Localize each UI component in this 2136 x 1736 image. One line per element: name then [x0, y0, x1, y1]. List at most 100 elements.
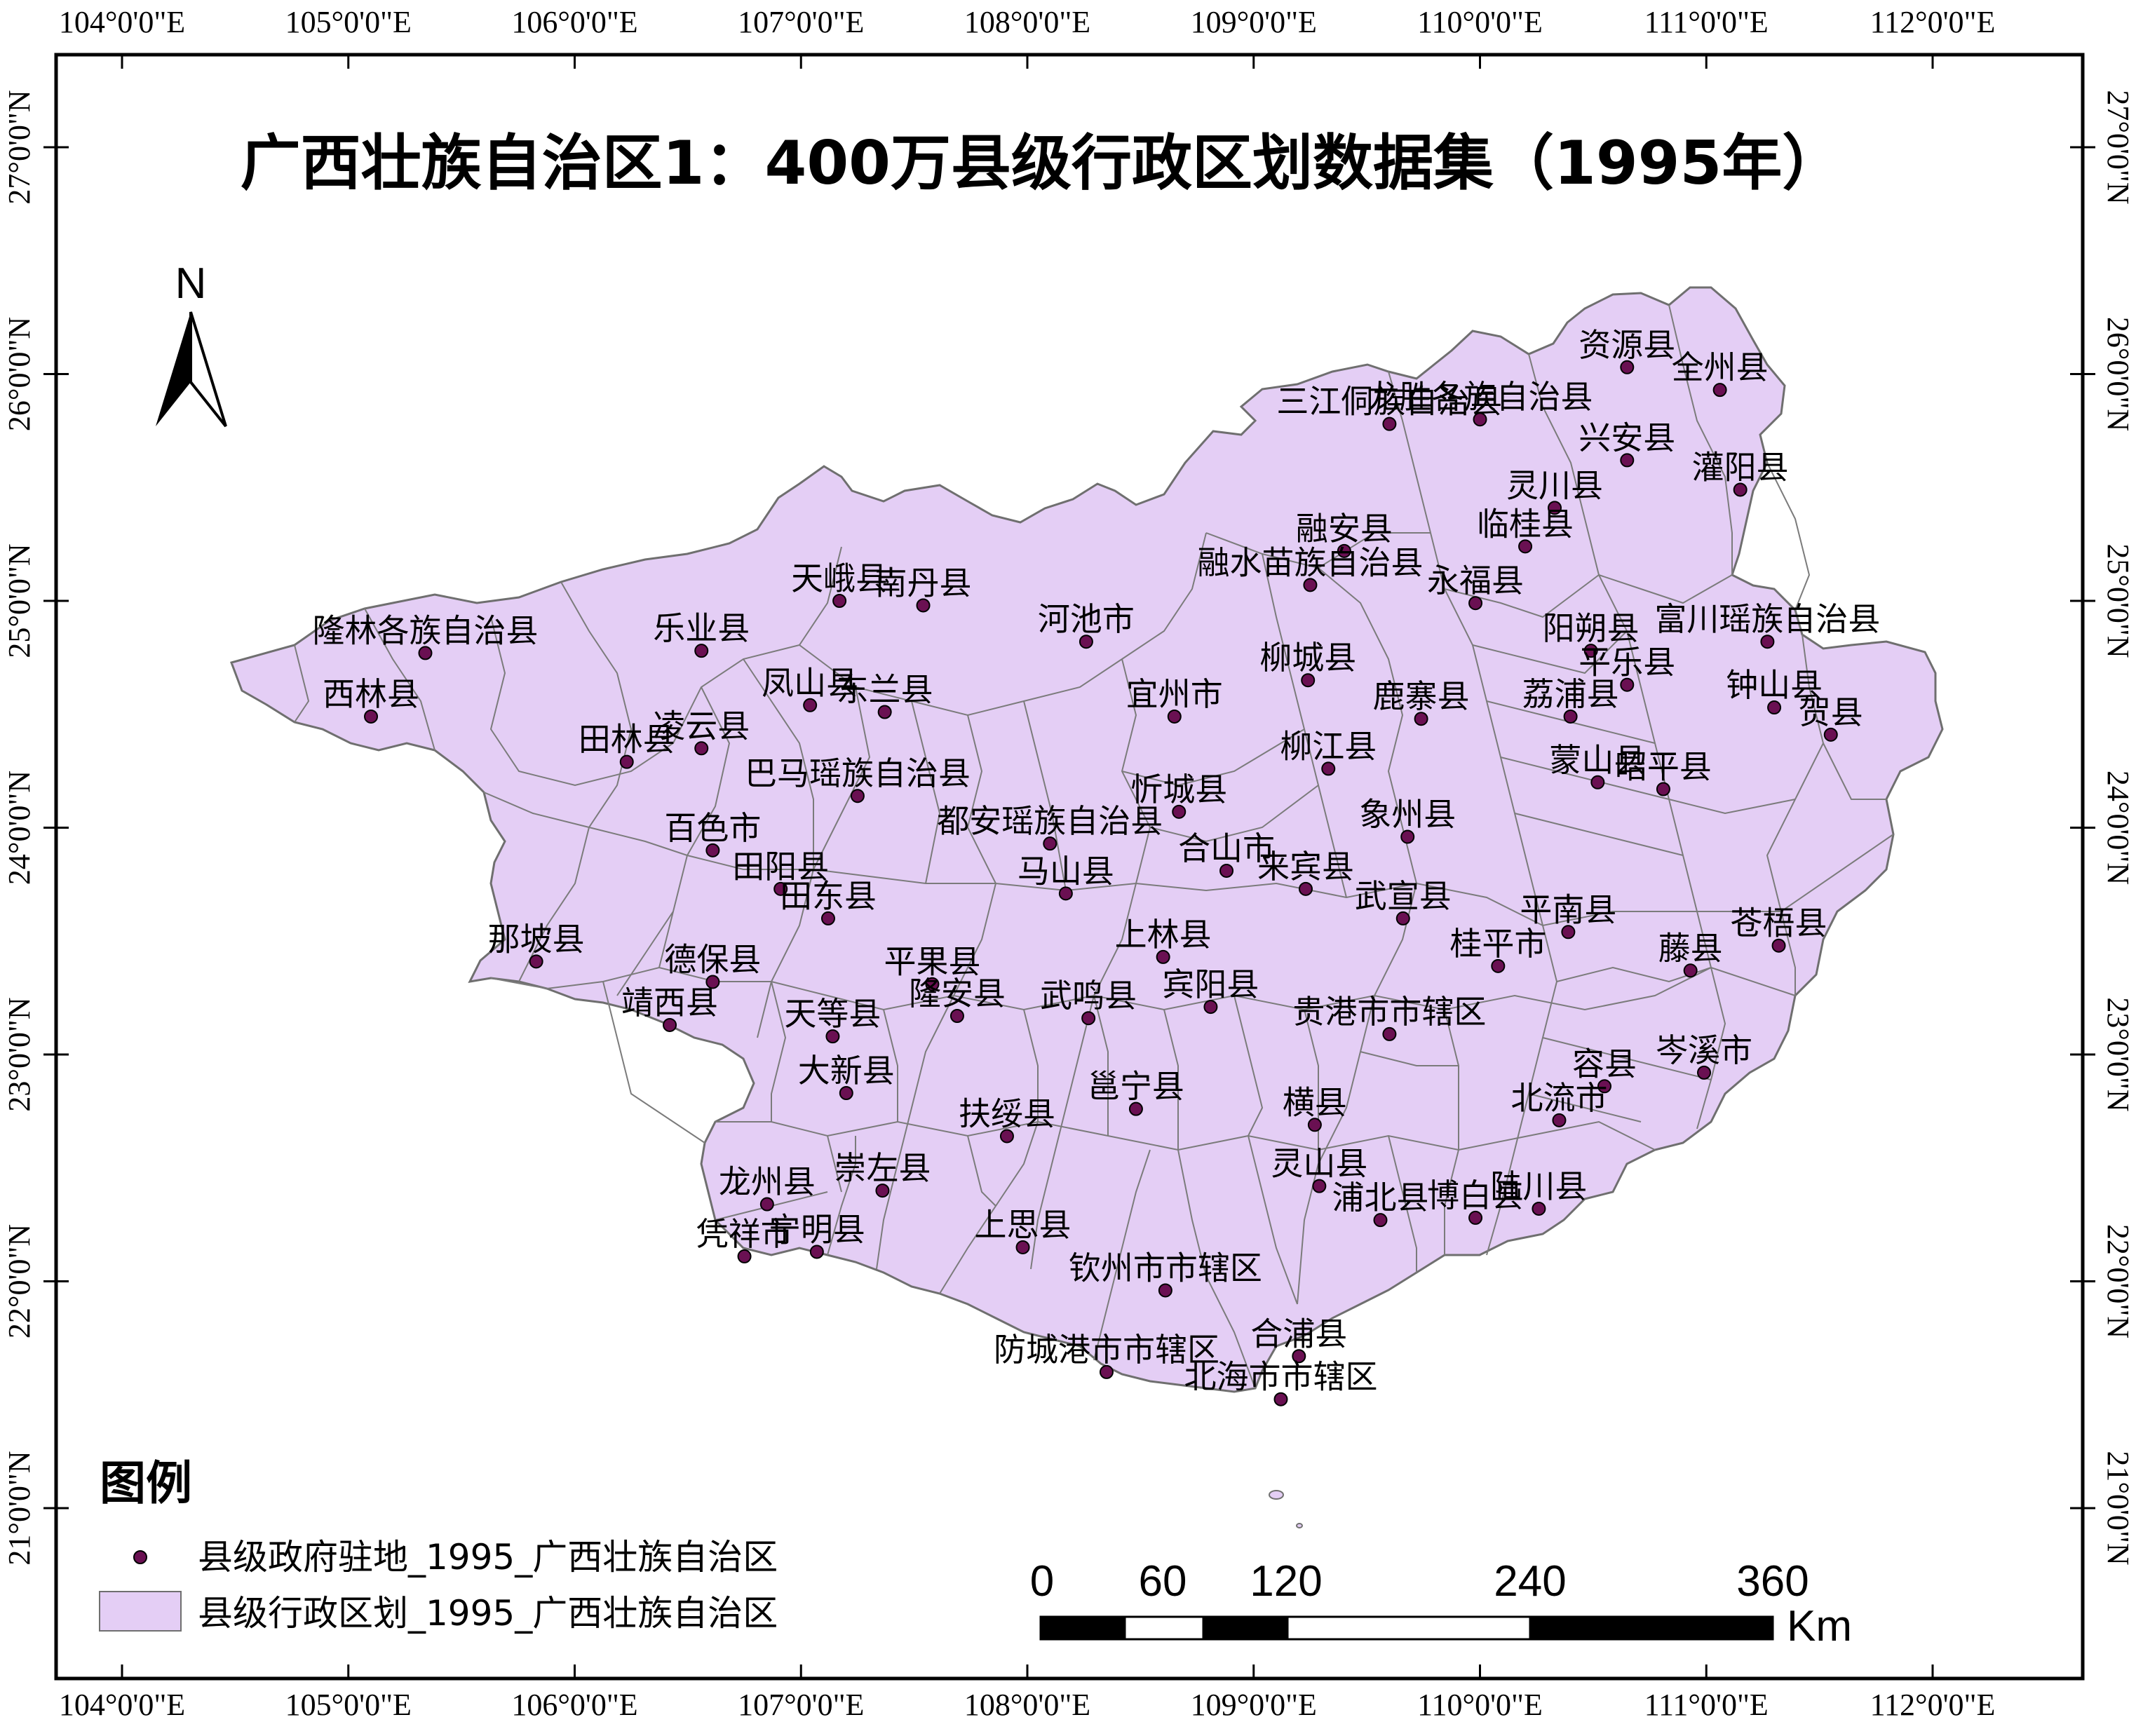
county-seat: 田阳县: [732, 848, 829, 896]
county-seat-point: [1473, 412, 1487, 427]
county-seat-point: [1518, 539, 1533, 554]
county-boundaries: [294, 304, 1894, 1389]
county-seat: 陆川县: [1490, 1167, 1587, 1216]
county-seat-label: 灵山县: [1271, 1145, 1367, 1183]
county-seat-point: [1382, 416, 1397, 431]
county-seat: 宜州市: [1126, 675, 1223, 724]
lon-label-bottom: 106°0'0"E: [511, 1688, 637, 1722]
county-seat: 田东县: [780, 877, 877, 925]
lat-label-left: 26°0'0"N: [2, 317, 36, 431]
county-seat-point: [773, 881, 788, 896]
county-seat-point: [820, 911, 835, 925]
county-seat: 武宣县: [1355, 877, 1452, 925]
county-seat: 东兰县: [837, 671, 933, 719]
county-seat: 三江侗族自治县: [1276, 383, 1502, 431]
county-seat-point: [1301, 673, 1316, 688]
county-seat: 博白县: [1427, 1176, 1524, 1225]
lat-label-right: 24°0'0"N: [2101, 771, 2135, 885]
county-seat: 都安瑶族自治县: [937, 802, 1163, 851]
county-seat-label: 龙州县: [719, 1163, 816, 1201]
county-seat-label: 全州县: [1672, 348, 1769, 386]
county-seat-point: [1373, 1213, 1388, 1228]
guangxi-region: [230, 286, 1944, 1528]
county-seat-point: [1771, 938, 1786, 953]
county-seat: 宾阳县: [1162, 965, 1259, 1015]
county-seat-point: [1620, 677, 1635, 692]
county-seat-label: 上林县: [1115, 916, 1212, 954]
county-seat-point: [825, 1029, 840, 1044]
county-seat: 资源县: [1579, 326, 1675, 374]
lat-label-left: 25°0'0"N: [2, 543, 36, 658]
county-seat: 藤县: [1658, 929, 1723, 978]
county-seat: 阳朔县: [1543, 609, 1640, 658]
scale-tick-360: 360: [1736, 1557, 1809, 1606]
county-seat: 柳江县: [1280, 727, 1377, 776]
county-seat: 灌阳县: [1692, 448, 1789, 497]
county-seat-label: 合山市: [1178, 829, 1275, 867]
county-seat-label: 乐业县: [653, 609, 750, 647]
county-seat-point: [875, 1184, 890, 1198]
county-seat: 邕宁县: [1088, 1068, 1184, 1116]
scale-tick-240: 240: [1494, 1557, 1566, 1606]
county-seat-label: 百色市: [664, 809, 761, 847]
lat-label-right: 25°0'0"N: [2101, 543, 2135, 658]
county-seat-label: 鹿寨县: [1373, 677, 1470, 715]
county-seat-point: [1273, 1392, 1288, 1406]
county-seat-point: [705, 975, 720, 989]
county-seat: 合浦县: [1250, 1315, 1347, 1364]
county-seat: 北海市市辖区: [1184, 1358, 1377, 1406]
scale-tick-120: 120: [1250, 1557, 1322, 1606]
county-seat-point: [1172, 804, 1187, 819]
county-seat: 平南县: [1520, 890, 1616, 940]
county-seat-point: [1219, 863, 1234, 878]
county-seat-label: 阳朔县: [1543, 609, 1640, 647]
county-seat: 富川瑶族自治县: [1654, 600, 1880, 649]
county-seat-point: [1552, 1113, 1567, 1127]
county-seat-point: [1099, 1364, 1114, 1379]
county-seat: 那坡县: [488, 920, 585, 969]
county-seat-label: 桂平市: [1449, 925, 1546, 963]
county-seat: 融安县: [1296, 510, 1393, 558]
county-seat-point: [1395, 911, 1410, 925]
county-seat: 马山县: [1018, 852, 1114, 901]
lon-label-top: 112°0'0"E: [1870, 5, 1996, 39]
county-seat-point: [1597, 1079, 1612, 1094]
county-seat-point: [1015, 1240, 1030, 1254]
county-seat-point: [1400, 829, 1415, 844]
county-seat-label: 平果县: [884, 943, 980, 981]
county-seat-label: 巴马瑶族自治县: [745, 754, 971, 792]
county-seat-label: 崇左县: [834, 1149, 931, 1187]
lon-label-bottom: 108°0'0"E: [964, 1688, 1090, 1722]
county-seat-point: [1203, 1000, 1218, 1015]
county-seat-point: [877, 705, 892, 719]
graticule-ticks: 104°0'0"E 105°0'0"E 106°0'0"E 107°0'0"E 108°…: [2, 5, 2135, 1722]
county-seat-label: 防城港市市辖区: [994, 1331, 1219, 1369]
county-seat-point: [364, 709, 379, 724]
county-seat-point: [925, 977, 940, 991]
county-seat-label: 东兰县: [837, 671, 933, 709]
legend-area-label: 县级行政区划_1995_广西壮族自治区: [198, 1593, 778, 1634]
county-seat: 兴安县: [1579, 419, 1675, 468]
county-seat-point: [839, 1085, 853, 1100]
county-seat-point: [832, 594, 847, 608]
county-seat-point: [418, 646, 433, 660]
county-seat-label: 上思县: [975, 1206, 1072, 1244]
county-seat-label: 北流市: [1510, 1079, 1607, 1117]
county-seat: 北流市: [1510, 1079, 1607, 1127]
county-seat: 龙州县: [719, 1163, 816, 1212]
county-seat-label: 苍梧县: [1731, 904, 1827, 942]
lat-label-left: 21°0'0"N: [2, 1451, 36, 1565]
county-seat-point: [1760, 635, 1775, 649]
county-seat-label: 宜州市: [1126, 675, 1223, 713]
county-seat-point: [1312, 1179, 1327, 1193]
scale-tick-0: 0: [1030, 1557, 1054, 1606]
county-seat-label: 贵港市市辖区: [1292, 993, 1486, 1031]
county-seat-point: [1532, 1201, 1546, 1216]
island: [1296, 1523, 1303, 1528]
lon-label-bottom: 112°0'0"E: [1870, 1688, 1996, 1722]
county-seat: 田林县: [579, 721, 675, 769]
county-seat-label: 武鸣县: [1040, 977, 1137, 1015]
county-seat-label: 南丹县: [875, 564, 972, 602]
county-seat: 贺县: [1799, 693, 1863, 742]
